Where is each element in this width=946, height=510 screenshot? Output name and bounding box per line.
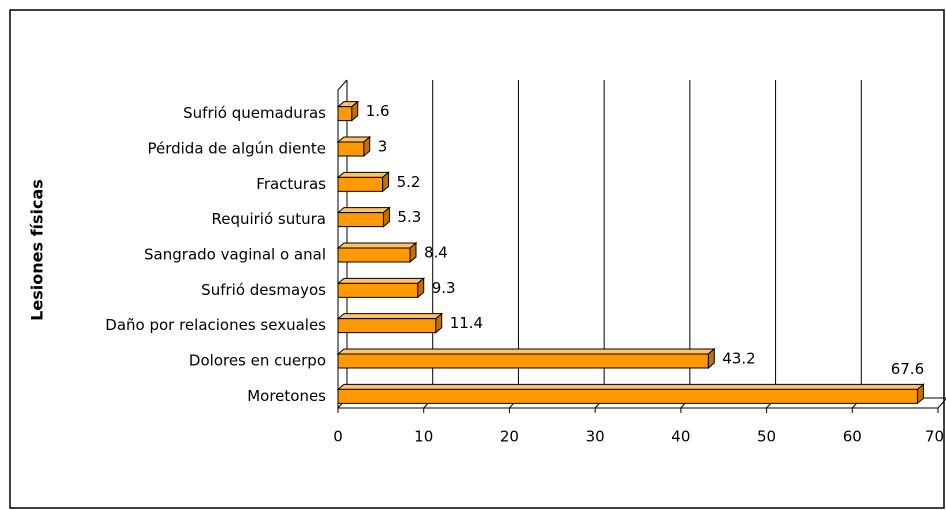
y-tick-label: Dolores en cuerpo bbox=[189, 352, 326, 370]
x-tick-label: 60 bbox=[843, 428, 862, 446]
x-tick-label: 50 bbox=[757, 428, 776, 446]
data-label: 3 bbox=[378, 138, 388, 156]
bar bbox=[336, 241, 418, 264]
y-tick-label: Sufrió quemaduras bbox=[183, 104, 326, 122]
bar-top bbox=[336, 277, 426, 284]
bar-front bbox=[337, 247, 411, 263]
bar-top bbox=[336, 207, 391, 214]
chart-border bbox=[9, 9, 945, 509]
axis-title: Lesiones físicas bbox=[28, 179, 47, 321]
bar-top bbox=[336, 348, 716, 355]
bar-front bbox=[337, 212, 384, 228]
y-tick-label: Sangrado vaginal o anal bbox=[144, 246, 326, 264]
bar-front bbox=[337, 282, 419, 298]
data-label: 43.2 bbox=[722, 350, 755, 368]
data-label: 5.3 bbox=[397, 208, 421, 226]
bar-front bbox=[337, 388, 918, 404]
data-label: 11.4 bbox=[450, 314, 483, 332]
bar bbox=[336, 277, 426, 299]
bar-top bbox=[336, 313, 444, 320]
bar-front bbox=[337, 318, 437, 334]
y-tick-label: Sufrió desmayos bbox=[201, 281, 326, 299]
x-tick-label: 0 bbox=[333, 428, 343, 446]
bar bbox=[336, 206, 391, 228]
data-label: 67.6 bbox=[891, 360, 924, 378]
data-label: 9.3 bbox=[432, 279, 456, 297]
x-tick-label: 40 bbox=[671, 428, 690, 446]
bar-front bbox=[337, 353, 709, 369]
bar-front bbox=[337, 106, 353, 122]
data-label: 1.6 bbox=[366, 102, 390, 120]
bar-top bbox=[336, 242, 418, 249]
data-label: 8.4 bbox=[424, 244, 448, 262]
bar bbox=[336, 100, 360, 122]
x-tick-label: 10 bbox=[414, 428, 433, 446]
bar bbox=[336, 312, 444, 334]
bar bbox=[336, 383, 925, 405]
left-wall-top bbox=[337, 79, 348, 91]
y-tick-label: Moretones bbox=[247, 387, 326, 405]
bar bbox=[336, 135, 372, 158]
bar bbox=[336, 171, 390, 193]
bar bbox=[336, 347, 716, 370]
data-label: 5.2 bbox=[397, 173, 421, 191]
y-tick-label: Requirió sutura bbox=[211, 210, 326, 228]
y-tick-label: Pérdida de algún diente bbox=[147, 140, 326, 158]
x-tick-label: 30 bbox=[586, 428, 605, 446]
y-tick-label: Fracturas bbox=[256, 175, 326, 193]
bar-top bbox=[336, 383, 925, 390]
x-tick-label: 70 bbox=[925, 428, 944, 446]
bar-top bbox=[336, 171, 390, 178]
y-tick-label: Daño por relaciones sexuales bbox=[105, 316, 326, 334]
x-tick-label: 20 bbox=[500, 428, 519, 446]
bar-front bbox=[337, 141, 365, 157]
bar-front bbox=[337, 176, 384, 192]
